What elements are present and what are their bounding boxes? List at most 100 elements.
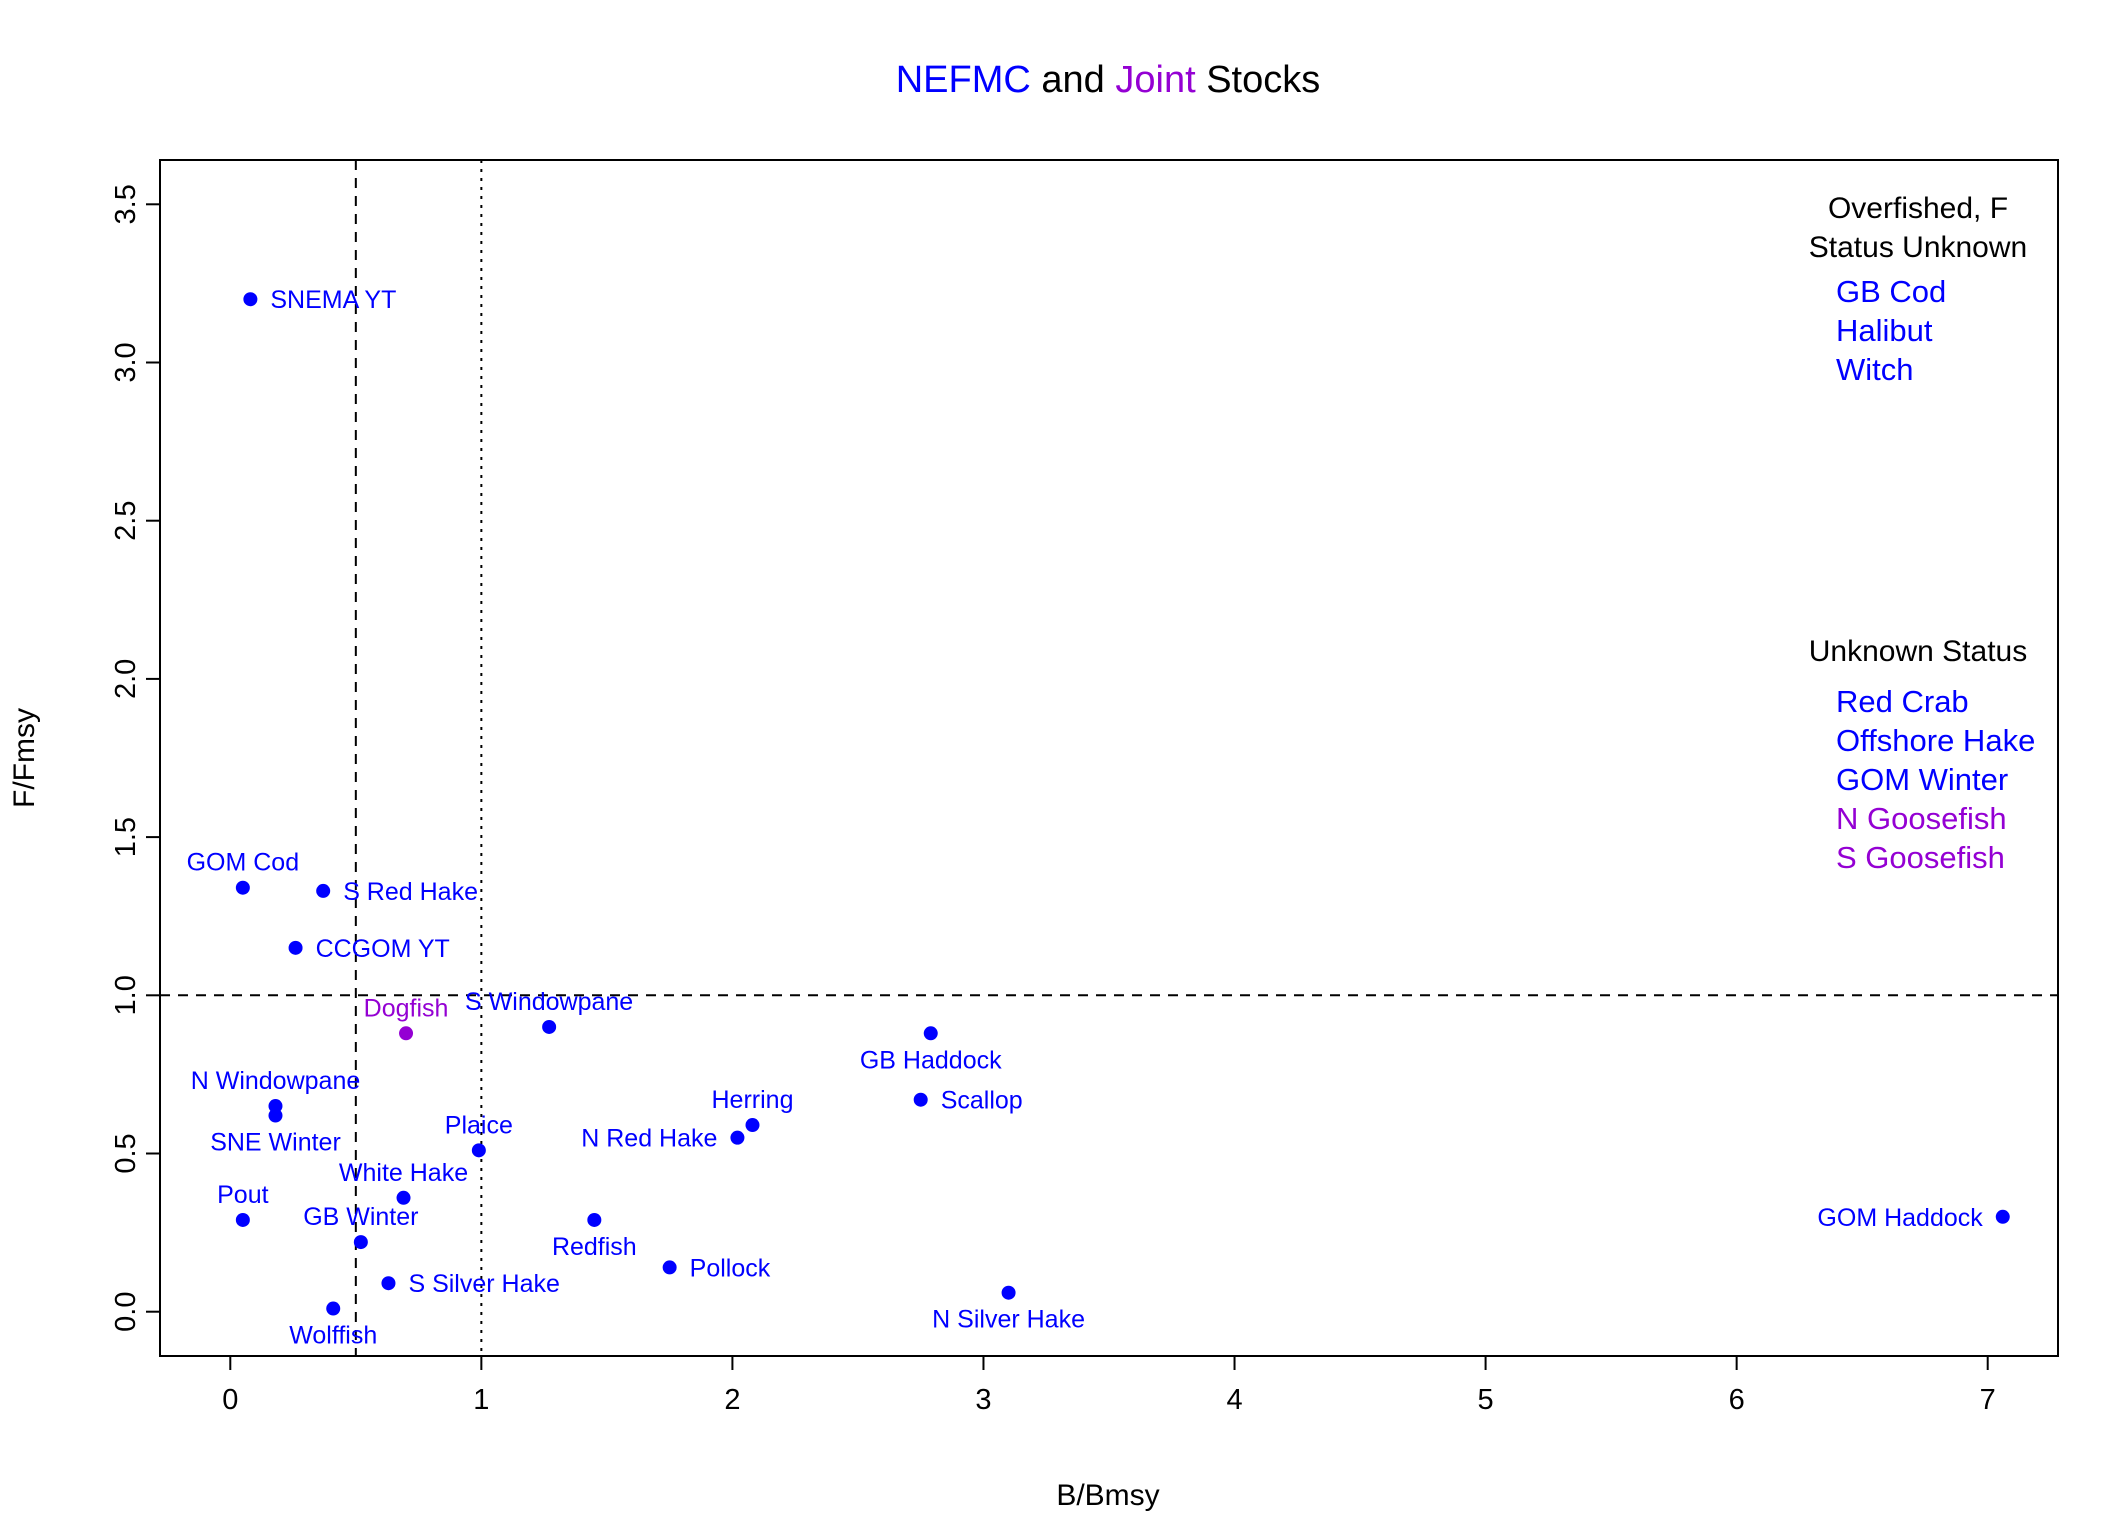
point-label: SNE Winter [210, 1129, 341, 1157]
point-marker [288, 940, 303, 955]
point-n-windowpane: N Windowpane [191, 1067, 361, 1114]
point-gb-haddock: GB Haddock [860, 1026, 1002, 1074]
point-gom-haddock: GOM Haddock [1817, 1204, 2010, 1232]
point-ccgom-yt: CCGOM YT [288, 935, 450, 963]
x-tick-label: 1 [473, 1384, 489, 1416]
point-white-hake: White Hake [339, 1159, 468, 1205]
x-tick-label: 3 [975, 1384, 991, 1416]
point-label: Herring [712, 1086, 794, 1114]
y-tick-label: 3.0 [110, 342, 142, 382]
chart-title: NEFMC and Joint Stocks [896, 59, 1321, 101]
point-wolffish: Wolffish [289, 1301, 377, 1350]
point-s-red-hake: S Red Hake [316, 878, 478, 906]
point-label: Pollock [690, 1254, 771, 1282]
title-part-2: Joint [1115, 59, 1196, 101]
point-marker [326, 1301, 341, 1316]
annotation-item: Red Crab [1836, 684, 1969, 719]
point-s-windowpane: S Windowpane [465, 988, 633, 1034]
y-tick-label: 1.5 [110, 817, 142, 857]
annotation-lists: Overfished, F Status Unknown GB Cod Halibut… [1809, 192, 2036, 875]
point-s-silver-hake: S Silver Hake [381, 1270, 560, 1298]
x-tick-label: 0 [222, 1384, 238, 1416]
point-marker [1995, 1209, 2010, 1224]
point-redfish: Redfish [552, 1212, 637, 1261]
point-dogfish: Dogfish [364, 994, 449, 1041]
annotation-item: S Goosefish [1836, 840, 2005, 875]
point-marker [471, 1143, 486, 1158]
reference-lines [160, 160, 2058, 1356]
point-label: White Hake [339, 1159, 468, 1187]
point-label: S Windowpane [465, 988, 633, 1016]
annotation-heading: Overfished, F [1828, 192, 2008, 225]
point-snema-yt: SNEMA YT [243, 286, 396, 314]
point-marker [745, 1118, 760, 1133]
y-tick-label: 0.0 [110, 1292, 142, 1332]
point-marker [913, 1092, 928, 1107]
annotation-heading: Unknown Status [1809, 635, 2027, 668]
point-label: GB Winter [303, 1203, 418, 1231]
y-tick-label: 2.0 [110, 659, 142, 699]
point-marker [399, 1026, 414, 1041]
point-n-red-hake: N Red Hake [581, 1125, 745, 1153]
point-pollock: Pollock [662, 1254, 771, 1282]
point-marker [923, 1026, 938, 1041]
annotation-item: GOM Winter [1836, 762, 2008, 797]
point-label: N Windowpane [191, 1067, 361, 1095]
y-tick-label: 2.5 [110, 501, 142, 541]
y-axis: 0.0 0.5 1.0 1.5 2.0 2.5 3.0 3.5 [110, 184, 161, 1332]
point-label: Wolffish [289, 1322, 377, 1350]
point-pout: Pout [217, 1181, 269, 1227]
x-tick-label: 7 [1980, 1384, 1996, 1416]
point-marker [381, 1276, 396, 1291]
annotation-item: Offshore Hake [1836, 723, 2035, 758]
point-n-silver-hake: N Silver Hake [932, 1285, 1085, 1334]
title-part-0: NEFMC [896, 59, 1031, 101]
point-marker [235, 1212, 250, 1227]
point-marker [235, 880, 250, 895]
point-gom-cod: GOM Cod [187, 849, 300, 895]
title-part-3: Stocks [1196, 59, 1321, 101]
annotation-item: GB Cod [1836, 274, 1946, 309]
point-scallop: Scallop [913, 1087, 1023, 1115]
x-tick-label: 2 [724, 1384, 740, 1416]
y-tick-label: 0.5 [110, 1133, 142, 1173]
y-axis-title: F/Fmsy [8, 708, 41, 808]
point-label: SNEMA YT [270, 286, 396, 314]
point-label: S Red Hake [343, 878, 478, 906]
point-label: Pout [217, 1181, 268, 1209]
point-label: N Silver Hake [932, 1306, 1085, 1334]
point-plaice: Plaice [445, 1111, 513, 1158]
point-label: Redfish [552, 1233, 637, 1261]
annotation-item: N Goosefish [1836, 801, 2007, 836]
point-label: CCGOM YT [316, 935, 450, 963]
point-marker [730, 1130, 745, 1145]
point-sne-winter: SNE Winter [210, 1108, 341, 1157]
point-label: N Red Hake [581, 1125, 717, 1153]
point-label: Scallop [941, 1087, 1023, 1115]
data-points: SNEMA YT GOM Cod S Red Hake CCGOM YT S Windo… [187, 286, 2010, 1350]
x-axis: 0 1 2 3 4 5 6 7 [222, 1355, 1996, 1416]
point-marker [1001, 1285, 1016, 1300]
point-marker [587, 1212, 602, 1227]
title-part-1: and [1031, 59, 1116, 101]
point-label: GOM Cod [187, 849, 300, 877]
point-herring: Herring [712, 1086, 794, 1133]
point-label: GB Haddock [860, 1046, 1002, 1074]
point-label: GOM Haddock [1817, 1204, 1983, 1232]
annotation-block-1: Unknown Status Red Crab Offshore Hake GOM W… [1809, 635, 2036, 875]
point-label: Dogfish [364, 994, 449, 1022]
x-tick-label: 4 [1226, 1384, 1242, 1416]
point-marker [243, 292, 258, 307]
annotation-block-0: Overfished, F Status Unknown GB Cod Halibut… [1809, 192, 2027, 387]
y-tick-label: 3.5 [110, 184, 142, 224]
x-tick-label: 5 [1478, 1384, 1494, 1416]
point-label: S Silver Hake [408, 1270, 559, 1298]
point-marker [542, 1019, 557, 1034]
point-gb-winter: GB Winter [303, 1203, 418, 1250]
point-marker [316, 883, 331, 898]
annotation-item: Witch [1836, 352, 1914, 387]
point-marker [396, 1190, 411, 1205]
annotation-heading: Status Unknown [1809, 231, 2027, 264]
point-label: Plaice [445, 1111, 513, 1139]
